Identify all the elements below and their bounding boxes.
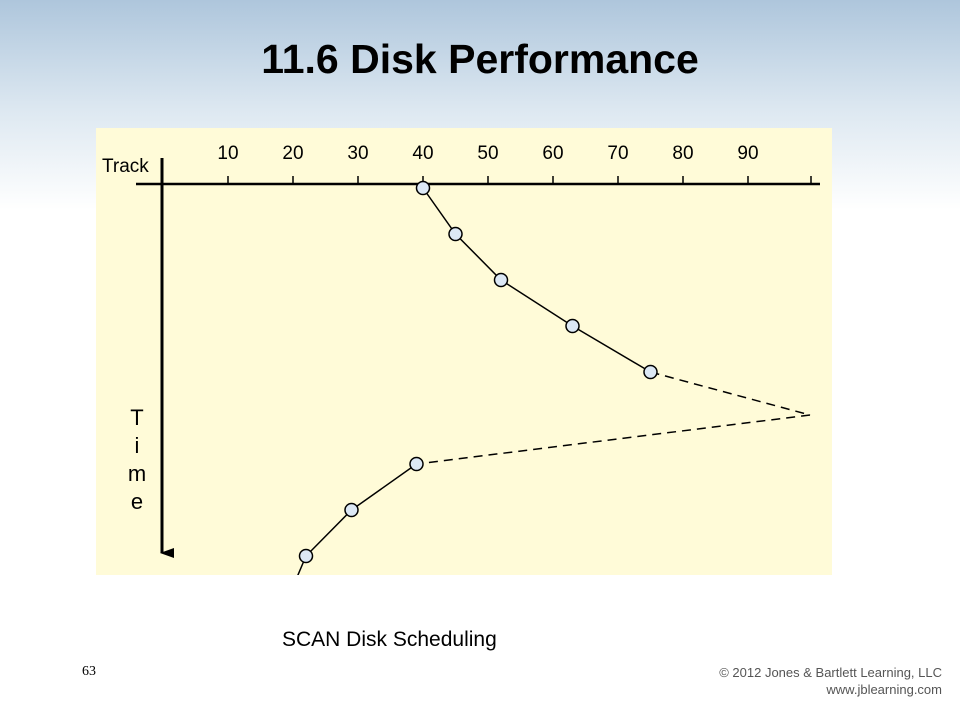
tick-label: 60 xyxy=(542,143,563,164)
tick-label: 10 xyxy=(217,143,238,164)
dashed-extension-return xyxy=(416,414,811,465)
tick-label: 50 xyxy=(477,143,498,164)
request-node xyxy=(643,364,658,380)
tick-label: 70 xyxy=(607,143,628,164)
tick-label: 30 xyxy=(347,143,368,164)
copyright-line: © 2012 Jones & Bartlett Learning, LLC xyxy=(719,665,942,680)
node-layer xyxy=(298,180,658,564)
time-axis-label-letter: m xyxy=(128,461,146,486)
copyright-notice: © 2012 Jones & Bartlett Learning, LLC ww… xyxy=(719,664,942,698)
request-node xyxy=(565,318,580,334)
request-node xyxy=(344,502,359,518)
tick-label: 90 xyxy=(737,143,758,164)
axis-layer xyxy=(136,158,820,558)
request-node xyxy=(298,548,314,564)
tick-label: 20 xyxy=(282,143,303,164)
request-node xyxy=(493,272,509,288)
time-axis-label-letter: e xyxy=(131,489,143,514)
dashed-extension-out xyxy=(650,371,811,416)
publisher-url: www.jblearning.com xyxy=(826,682,942,697)
slide-title: 11.6 Disk Performance xyxy=(261,36,699,82)
figure-caption: SCAN Disk Scheduling xyxy=(282,628,497,651)
path-layer xyxy=(297,187,811,575)
track-axis-label: Track xyxy=(102,156,149,177)
request-node xyxy=(409,456,424,472)
page-number: 63 xyxy=(82,664,96,679)
tick-label: 40 xyxy=(412,143,433,164)
request-node xyxy=(415,180,431,196)
outward-sweep-path xyxy=(422,187,651,373)
time-axis-label-letter: i xyxy=(135,433,140,458)
time-axis-label-letter: T xyxy=(130,405,143,430)
request-node xyxy=(448,226,463,242)
return-sweep-path xyxy=(297,463,417,575)
tick-label: 80 xyxy=(672,143,693,164)
